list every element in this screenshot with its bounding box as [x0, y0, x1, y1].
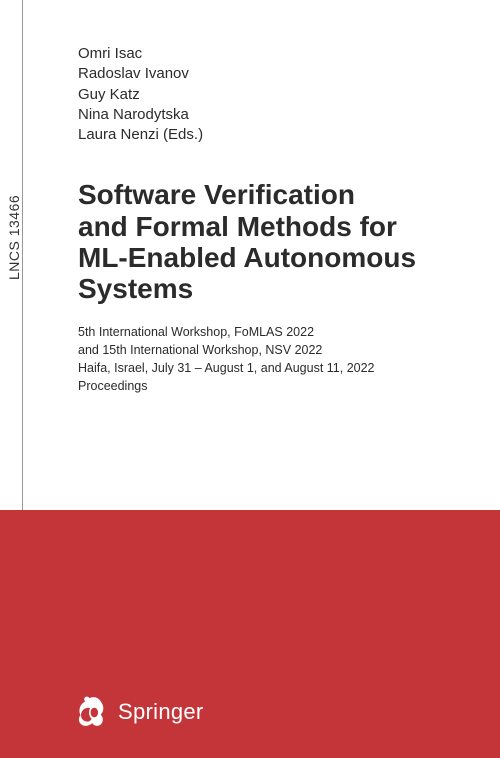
editor-name: Nina Narodytska: [78, 105, 470, 125]
title-line: and Formal Methods for: [78, 211, 397, 242]
cover-bottom-panel: Springer: [0, 510, 500, 758]
editor-name: Omri Isac: [78, 44, 470, 64]
book-cover: LNCS 13466 Omri Isac Radoslav Ivanov Guy…: [0, 0, 500, 758]
editor-name: Radoslav Ivanov: [78, 64, 470, 84]
book-subtitle: 5th International Workshop, FoMLAS 2022 …: [78, 323, 470, 396]
subtitle-line: and 15th International Workshop, NSV 202…: [78, 341, 470, 359]
title-line: Software Verification: [78, 179, 355, 210]
book-title: Software Verification and Formal Methods…: [78, 179, 470, 304]
springer-horse-icon: [72, 694, 106, 730]
title-line: ML-Enabled Autonomous: [78, 242, 416, 273]
publisher-name: Springer: [118, 699, 204, 725]
title-line: Systems: [78, 273, 193, 304]
cover-text-block: Omri Isac Radoslav Ivanov Guy Katz Nina …: [78, 44, 470, 395]
editors-suffix: (Eds.): [159, 126, 203, 143]
subtitle-line: 5th International Workshop, FoMLAS 2022: [78, 323, 470, 341]
subtitle-line: Proceedings: [78, 377, 470, 395]
editor-name-last: Laura Nenzi (Eds.): [78, 125, 470, 145]
series-spine-label: LNCS 13466: [6, 195, 22, 280]
editor-name: Laura Nenzi: [78, 126, 159, 143]
cover-top-panel: LNCS 13466 Omri Isac Radoslav Ivanov Guy…: [0, 0, 500, 510]
spine-rule: [22, 0, 23, 510]
publisher-block: Springer: [72, 694, 204, 730]
subtitle-line: Haifa, Israel, July 31 – August 1, and A…: [78, 359, 470, 377]
editor-name: Guy Katz: [78, 85, 470, 105]
editors-list: Omri Isac Radoslav Ivanov Guy Katz Nina …: [78, 44, 470, 145]
